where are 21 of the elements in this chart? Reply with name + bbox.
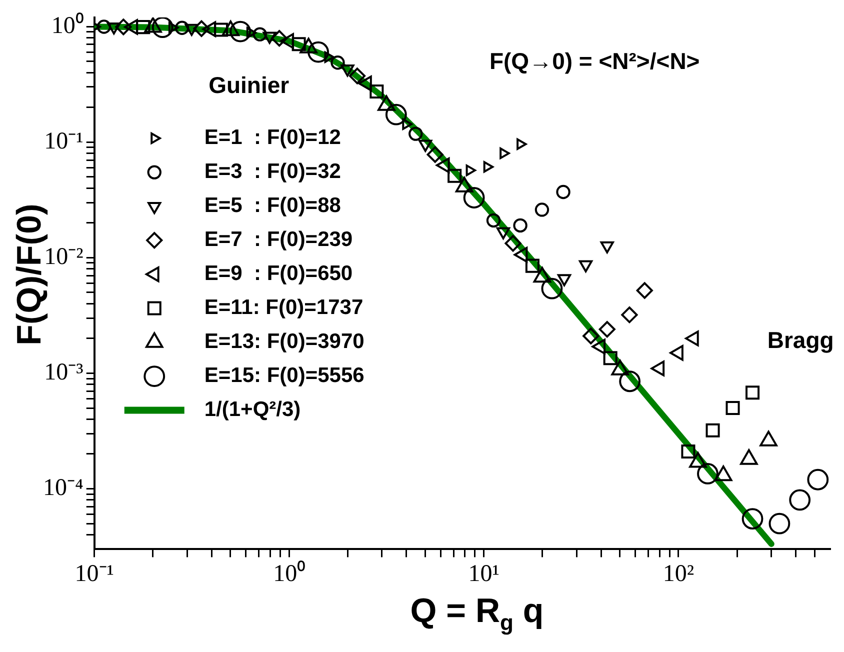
annotation: Bragg bbox=[767, 327, 834, 354]
y-tick-label: 10⁰ bbox=[51, 12, 84, 39]
legend-label: E=13: F(0)=3970 bbox=[204, 330, 364, 354]
y-tick-label: 10⁻⁴ bbox=[42, 475, 84, 502]
legend-label: E=11: F(0)=1737 bbox=[204, 296, 364, 320]
legend-label: E=5 : F(0)=88 bbox=[204, 194, 342, 218]
x-axis-title: Q = R$_{g}$ q bbox=[409, 592, 545, 636]
y-tick-label: 10⁻³ bbox=[44, 360, 84, 386]
x-tick-label: 10¹ bbox=[468, 560, 500, 587]
legend-label: E=9 : F(0)=650 bbox=[204, 262, 353, 286]
x-tick-label: 10² bbox=[662, 560, 694, 587]
y-tick-label: 10⁻¹ bbox=[44, 128, 84, 154]
legend-label: E=3 : F(0)=32 bbox=[204, 160, 341, 184]
legend-label: 1/(1+Q²/3) bbox=[204, 398, 301, 422]
annotation: F(Q→0) = <N²>/<N> bbox=[489, 48, 700, 74]
x-tick-label: 10⁰ bbox=[273, 560, 306, 587]
legend-label: E=15: F(0)=5556 bbox=[204, 364, 364, 388]
legend-label: E=1 : F(0)=12 bbox=[204, 126, 341, 150]
legend-label: E=7 : F(0)=239 bbox=[204, 228, 353, 252]
x-tick-label: 10⁻¹ bbox=[74, 560, 114, 587]
annotation: Guinier bbox=[208, 72, 290, 98]
